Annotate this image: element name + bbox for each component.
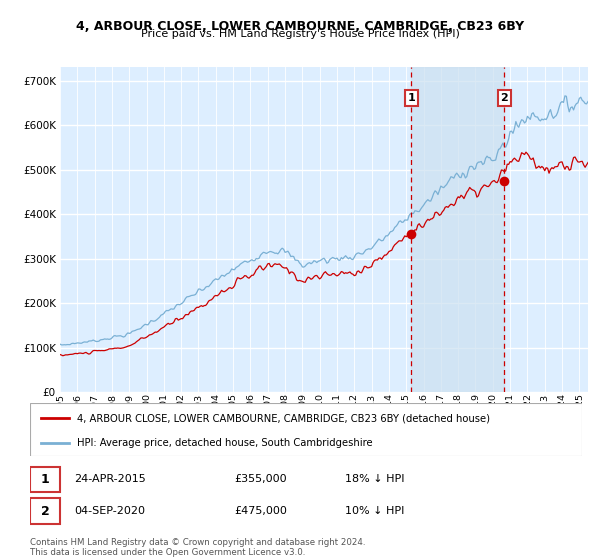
Text: Contains HM Land Registry data © Crown copyright and database right 2024.
This d: Contains HM Land Registry data © Crown c… <box>30 538 365 557</box>
Text: 1: 1 <box>407 93 415 103</box>
Text: 4, ARBOUR CLOSE, LOWER CAMBOURNE, CAMBRIDGE, CB23 6BY: 4, ARBOUR CLOSE, LOWER CAMBOURNE, CAMBRI… <box>76 20 524 32</box>
Text: 1: 1 <box>41 473 49 486</box>
FancyBboxPatch shape <box>30 466 61 492</box>
Text: 2: 2 <box>41 505 49 517</box>
Text: 18% ↓ HPI: 18% ↓ HPI <box>344 474 404 484</box>
Text: £475,000: £475,000 <box>234 506 287 516</box>
Text: 04-SEP-2020: 04-SEP-2020 <box>74 506 145 516</box>
Text: £355,000: £355,000 <box>234 474 287 484</box>
Text: 24-APR-2015: 24-APR-2015 <box>74 474 146 484</box>
FancyBboxPatch shape <box>30 498 61 524</box>
Bar <box>412 67 505 392</box>
Text: HPI: Average price, detached house, South Cambridgeshire: HPI: Average price, detached house, Sout… <box>77 438 373 448</box>
FancyBboxPatch shape <box>30 403 582 456</box>
Text: 10% ↓ HPI: 10% ↓ HPI <box>344 506 404 516</box>
Text: 2: 2 <box>500 93 508 103</box>
Text: Price paid vs. HM Land Registry's House Price Index (HPI): Price paid vs. HM Land Registry's House … <box>140 29 460 39</box>
Text: 4, ARBOUR CLOSE, LOWER CAMBOURNE, CAMBRIDGE, CB23 6BY (detached house): 4, ARBOUR CLOSE, LOWER CAMBOURNE, CAMBRI… <box>77 413 490 423</box>
